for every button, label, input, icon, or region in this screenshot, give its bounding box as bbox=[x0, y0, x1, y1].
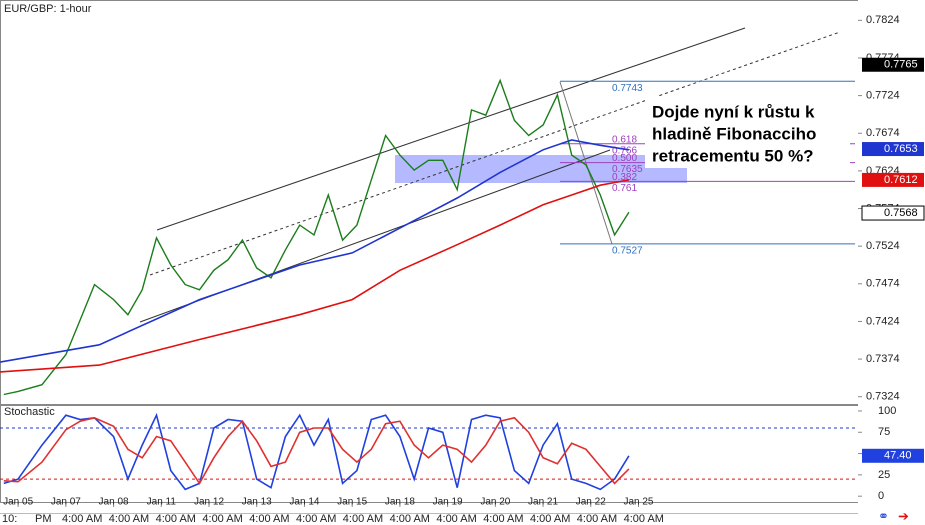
series-line bbox=[0, 179, 630, 373]
x-tick-label: Jan 19 bbox=[433, 497, 463, 508]
annotation-box bbox=[645, 96, 850, 168]
price-badge-label: 0.7653 bbox=[884, 143, 918, 155]
fib-price-label: 0.7635 bbox=[612, 164, 643, 175]
x-tick-label: Jan 12 bbox=[194, 497, 224, 508]
right-axis bbox=[858, 0, 925, 525]
time-label: 4:00 AM bbox=[62, 513, 102, 525]
y-tick-label: 0.7674 bbox=[866, 127, 900, 139]
channel-middle bbox=[149, 31, 841, 276]
price-badge bbox=[862, 142, 924, 157]
price-badge-label: 0.7765 bbox=[884, 59, 918, 71]
time-label: 4:00 AM bbox=[436, 513, 476, 525]
price-badge-label: 0.7612 bbox=[884, 174, 918, 186]
x-tick-label: Jan 25 bbox=[623, 497, 653, 508]
fib-ratio-label: 0.500 bbox=[612, 153, 637, 164]
fib-price-label: 0.7527 bbox=[612, 246, 643, 257]
x-tick-label: Jan 21 bbox=[528, 497, 558, 508]
x-tick-label: Jan 07 bbox=[51, 497, 81, 508]
time-label: 4:00 AM bbox=[390, 513, 430, 525]
x-tick-label: Jan 22 bbox=[576, 497, 606, 508]
time-label: 4:00 AM bbox=[249, 513, 289, 525]
x-tick-label: Jan 20 bbox=[480, 497, 510, 508]
time-label: 4:00 AM bbox=[577, 513, 617, 525]
fib-ratio-label: 0.382 bbox=[612, 172, 637, 183]
stoch-badge-label: 47.40 bbox=[884, 450, 912, 462]
y-tick-label: 0.7474 bbox=[866, 278, 900, 290]
fib-price-label: 0.761 bbox=[612, 183, 637, 194]
time-label: 10: bbox=[2, 513, 17, 525]
price-badge bbox=[862, 57, 924, 72]
y-tick-label: 0.7524 bbox=[866, 240, 900, 252]
y-tick-label: 0 bbox=[878, 490, 884, 502]
price-badge bbox=[862, 172, 924, 187]
series-line bbox=[3, 78, 630, 396]
time-label: 4:00 AM bbox=[156, 513, 196, 525]
x-tick-label: Jan 13 bbox=[242, 497, 272, 508]
y-tick-label: 0.7824 bbox=[866, 14, 900, 26]
arrow-icon[interactable]: ➔ bbox=[898, 508, 909, 523]
y-tick-label: 0.7324 bbox=[866, 391, 900, 403]
stoch-badge bbox=[862, 448, 924, 463]
annotation: Dojde nyní k růstu k bbox=[652, 102, 815, 121]
y-tick-label: 100 bbox=[878, 405, 896, 417]
time-label: 4:00 AM bbox=[296, 513, 336, 525]
time-label: 4:00 AM bbox=[109, 513, 149, 525]
highlight-box bbox=[395, 155, 687, 183]
time-label: 4:00 AM bbox=[343, 513, 383, 525]
link-icon[interactable]: ⚭ bbox=[878, 508, 889, 523]
y-tick-label: 0.7724 bbox=[866, 90, 900, 102]
y-tick-label: 75 bbox=[878, 426, 890, 438]
time-label: 4:00 AM bbox=[483, 513, 523, 525]
x-tick-label: Jan 08 bbox=[99, 497, 129, 508]
price-badge-label: 0.7568 bbox=[884, 207, 918, 219]
y-tick-label: 0.7374 bbox=[866, 353, 900, 365]
annotation: retracementu 50 %? bbox=[652, 146, 814, 165]
x-tick-label: Jan 11 bbox=[147, 497, 177, 508]
chart-title: EUR/GBP: 1-hour bbox=[4, 3, 92, 15]
fib-price-label: 0.7743 bbox=[612, 83, 643, 94]
series-line bbox=[0, 139, 630, 363]
y-tick-label: 25 bbox=[878, 469, 890, 481]
channel-upper bbox=[156, 27, 746, 231]
time-label: 4:00 AM bbox=[624, 513, 664, 525]
time-label: 4:00 AM bbox=[530, 513, 570, 525]
y-tick-label: 0.7424 bbox=[866, 315, 900, 327]
annotation: hladině Fibonacciho bbox=[652, 124, 816, 143]
time-label: PM bbox=[35, 513, 52, 525]
series-line bbox=[3, 412, 630, 491]
x-tick-label: Jan 05 bbox=[3, 497, 33, 508]
x-tick-label: Jan 18 bbox=[385, 497, 415, 508]
price-badge bbox=[861, 205, 925, 221]
x-tick-label: Jan 15 bbox=[337, 497, 367, 508]
series-line bbox=[3, 416, 630, 485]
fib-price-label: 0.766 bbox=[612, 145, 637, 156]
time-label: 4:00 AM bbox=[202, 513, 242, 525]
x-tick-label: Jan 14 bbox=[289, 497, 319, 508]
fib-ratio-label: 0.618 bbox=[612, 134, 637, 145]
stochastic-title: Stochastic bbox=[4, 406, 55, 418]
